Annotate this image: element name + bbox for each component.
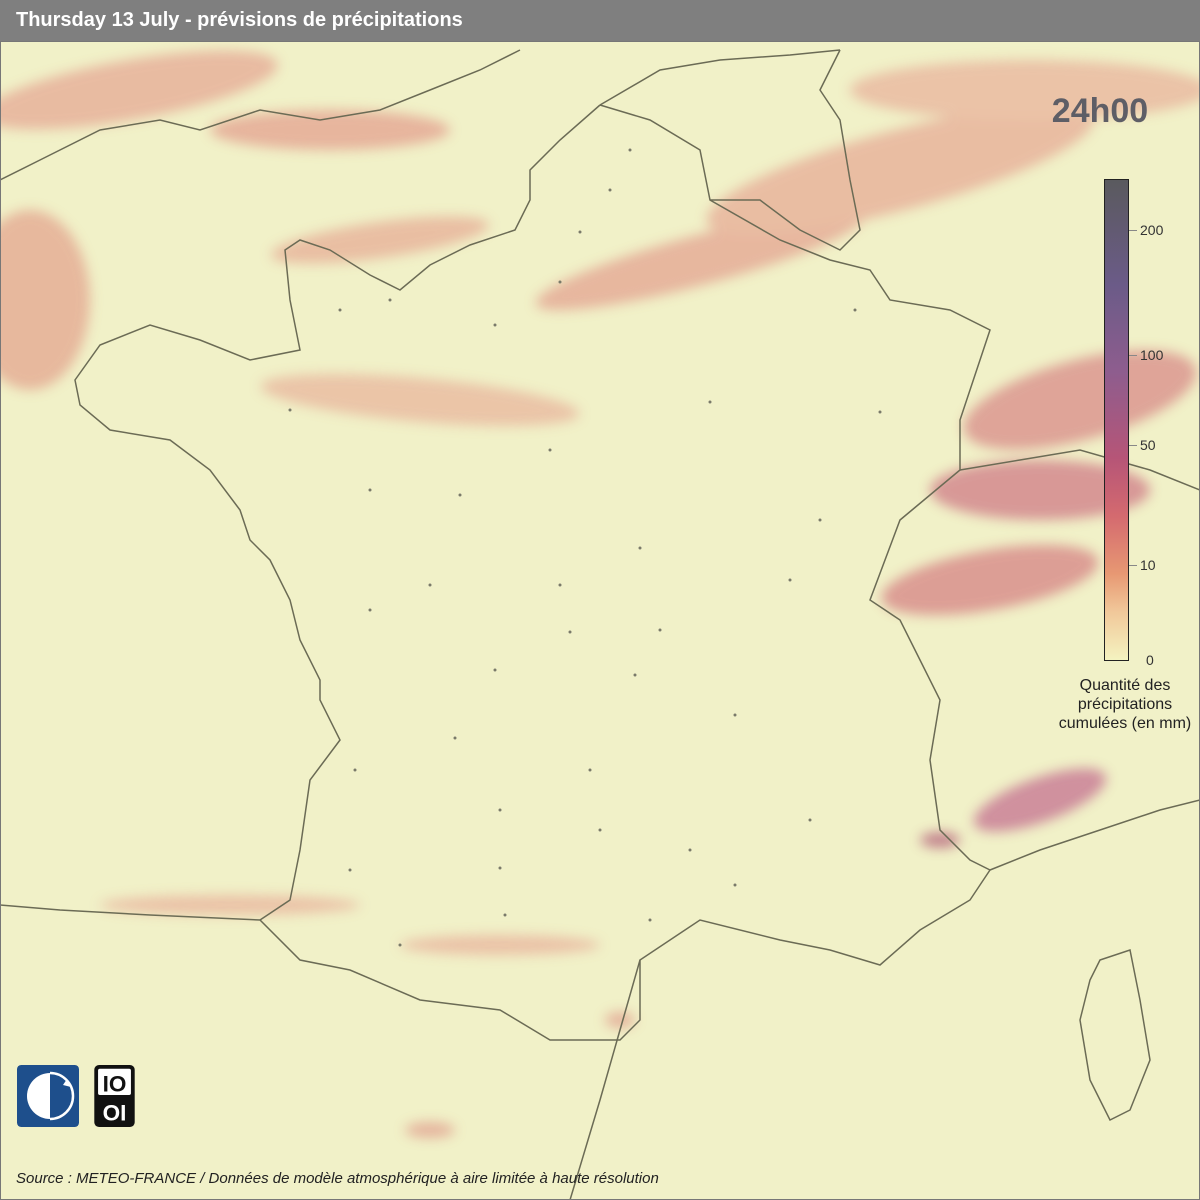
scale-tick-line — [1129, 355, 1137, 356]
precipitation-color-scale — [1104, 179, 1129, 661]
legend-title-line: Quantité des — [1079, 677, 1171, 694]
scale-tick-50: 50 — [1140, 437, 1156, 453]
legend-title-line: cumulées (en mm) — [1058, 715, 1192, 732]
scale-tick-200: 200 — [1140, 222, 1164, 238]
svg-text:IO: IO — [103, 1071, 127, 1096]
precipitation-map — [0, 41, 1200, 1200]
scale-tick-0: 0 — [1146, 652, 1154, 668]
scale-tick-100: 100 — [1140, 347, 1164, 363]
source-credit: Source : METEO-FRANCE / Données de modèl… — [16, 1170, 659, 1187]
scale-tick-line — [1129, 565, 1137, 566]
svg-text:OI: OI — [103, 1100, 127, 1125]
scale-tick-10: 10 — [1140, 557, 1156, 573]
city-markers — [288, 148, 882, 947]
scale-tick-line — [1129, 230, 1137, 231]
country-borders — [0, 49, 1200, 1200]
legend-title-line: précipitations — [1077, 696, 1173, 713]
forecast-time-label: 24h00 — [1051, 92, 1149, 130]
precipitation-field — [0, 50, 1200, 1138]
scale-tick-line — [1129, 445, 1137, 446]
legend-title: Quantité des précipitations cumulées (en… — [1050, 676, 1200, 733]
open-data-logo: IO OI — [94, 1065, 135, 1127]
meteo-france-logo — [17, 1065, 79, 1127]
header-title: Thursday 13 July - prévisions de précipi… — [0, 0, 1200, 41]
